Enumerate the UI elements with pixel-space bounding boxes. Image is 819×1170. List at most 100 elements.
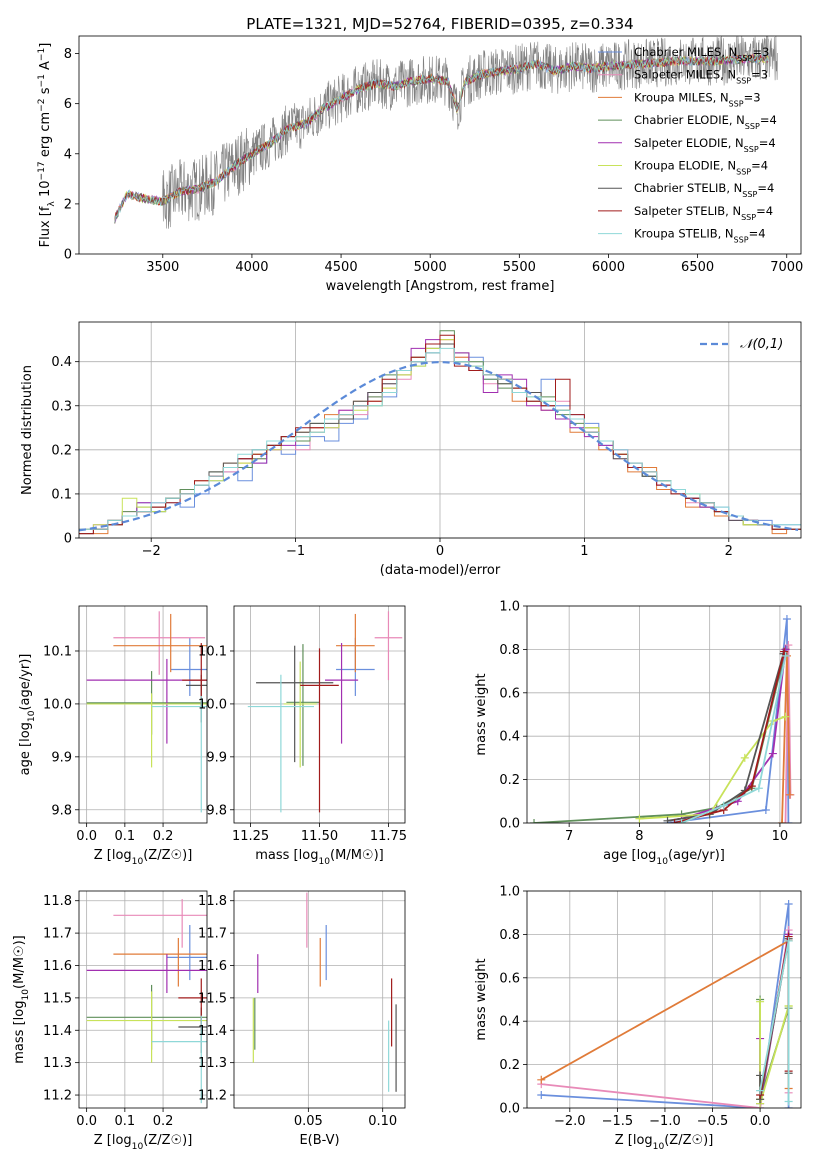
data-point-marker: [747, 782, 756, 791]
data-point-marker: [537, 1075, 546, 1084]
model-line: [114, 52, 769, 224]
x-tick-label: 3500: [146, 260, 179, 275]
y-tick-label: 9.9: [51, 750, 72, 765]
x-tick-label: 0.2: [153, 1114, 174, 1129]
data-point-marker: [740, 753, 749, 762]
errorbar-point: [86, 658, 207, 744]
plot-area: [86, 899, 207, 1104]
x-tick-label: 6500: [681, 260, 714, 275]
y-axis-label: mass weight: [474, 673, 489, 755]
y-tick-label: 11.6: [43, 959, 72, 974]
x-tick-label: 0.0: [76, 829, 97, 844]
data-point-marker: [784, 641, 793, 650]
errorbar-point: [151, 1015, 207, 1104]
series-line: [667, 653, 785, 822]
data-point-marker: [756, 997, 765, 1006]
errorbar-point: [247, 674, 314, 813]
errorbar-point: [374, 611, 403, 681]
y-tick-label: 10.0: [198, 697, 227, 712]
y-tick-label: 11.5: [198, 991, 227, 1006]
data-point-marker: [756, 1086, 765, 1095]
y-axis-label: mass weight: [474, 958, 489, 1040]
axes-frame: [526, 890, 802, 1109]
y-tick-label: 11.4: [43, 1024, 72, 1039]
y-tick-label: 11.4: [198, 1024, 227, 1039]
x-tick-label: 1: [580, 544, 588, 559]
x-tick-label: 4000: [235, 260, 268, 275]
errorbar-point: [113, 611, 206, 675]
x-tick-label: 9: [706, 829, 714, 844]
errorbar-point: [113, 613, 207, 673]
y-tick-label: 0.0: [499, 817, 520, 832]
y-tick-label: 11.7: [198, 927, 227, 942]
x-tick-label: 0.2: [153, 829, 174, 844]
y-axis-label: age [log10​(age/yr)]: [18, 654, 37, 776]
data-point-marker: [782, 615, 791, 624]
legend: Chabrier MILES, NSSP=3 Salpeter MILES, NS…: [598, 45, 777, 244]
y-tick-label: 11.8: [198, 894, 227, 909]
x-tick-label: 0.0: [750, 1114, 771, 1129]
chart-residuals: −2 −1 0 1 2 0 0.1 0.2 0.3 0.4 (data-model)/error No…: [20, 321, 802, 578]
y-tick-label: 0.4: [499, 1015, 520, 1030]
y-tick-label: 4: [64, 147, 72, 162]
y-tick-label: 11.3: [43, 1056, 72, 1071]
histogram-salpeter-stelib: [79, 334, 801, 535]
data-point-marker: [784, 936, 793, 945]
errorbar-point: [86, 954, 207, 994]
x-tick-label: 7: [565, 829, 573, 844]
y-tick-label: 11.2: [198, 1089, 227, 1104]
y-tick-label: 8: [64, 47, 72, 62]
data-point-marker: [754, 784, 763, 793]
chart-age-vs-Z: 0.0 0.1 0.2 9.8 9.9 10.0 10.1 Z [log10​(Z/Z☉)] a…: [18, 605, 208, 867]
data-point-marker: [677, 819, 686, 823]
y-tick-label: 1.0: [499, 600, 520, 615]
x-tick-label: −2.0: [554, 1114, 586, 1129]
errorbar-point: [286, 644, 320, 766]
x-tick-label: 10: [772, 829, 789, 844]
y-tick-label: 1.0: [499, 885, 520, 900]
x-tick-label: 11.25: [232, 829, 269, 844]
plot-area: [247, 611, 403, 813]
data-point-marker: [663, 816, 672, 823]
model-line: [114, 54, 769, 224]
data-point-marker: [778, 819, 787, 823]
y-tick-label: 2: [64, 197, 72, 212]
x-tick-label: 6000: [592, 260, 625, 275]
errorbar-point: [256, 645, 334, 763]
y-tick-label: 11.2: [43, 1089, 72, 1104]
series-kroupa-stelib: [756, 936, 793, 1106]
legend-label: Kroupa STELIB, NSSP=4: [634, 227, 766, 245]
legend-label: Kroupa ELODIE, NSSP=4: [634, 159, 768, 177]
chart-mass-vs-ebv: 0.05 0.10 11.2 11.3 11.4 11.5 11.6 11.7 11.8 E(B-…: [198, 890, 406, 1148]
x-tick-label: 2: [725, 544, 733, 559]
series-line: [681, 649, 787, 820]
y-tick-label: 11.3: [198, 1056, 227, 1071]
errorbar-point: [336, 613, 375, 673]
chart-age-vs-mass: 11.25 11.50 11.75 9.8 9.9 10.0 10.1 mass [log10…: [198, 605, 407, 867]
y-tick-label: 0.3: [51, 399, 72, 414]
y-tick-label: 0.8: [499, 643, 520, 658]
y-tick-label: 10.1: [43, 644, 72, 659]
legend-label: Salpeter ELODIE, NSSP=4: [634, 136, 776, 154]
x-tick-label: 8: [635, 829, 643, 844]
axes-frame: [233, 890, 406, 1109]
x-tick-label: −0.5: [697, 1114, 729, 1129]
y-tick-label: 0.6: [499, 971, 520, 986]
legend-label: Salpeter STELIB, NSSP=4: [634, 204, 773, 222]
y-tick-label: 0: [64, 532, 72, 547]
data-point-marker: [784, 819, 793, 823]
legend-label: Salpeter MILES, NSSP=3: [634, 68, 768, 86]
y-tick-label: 0.8: [499, 928, 520, 943]
x-axis-label: age [log10​(age/yr)]: [603, 848, 725, 867]
y-axis-label: mass [log10​(M/M☉)]: [12, 935, 31, 1063]
x-tick-label: −2: [142, 544, 161, 559]
x-axis-label: Z [log10​(Z/Z☉)]: [94, 1133, 193, 1152]
plot-area: [114, 36, 778, 229]
errorbar-point: [86, 991, 207, 1063]
y-tick-label: 10.0: [43, 697, 72, 712]
y-tick-label: 0.1: [51, 487, 72, 502]
data-point-marker: [781, 712, 790, 721]
x-tick-label: −1.0: [649, 1114, 681, 1129]
chart-weight-vs-age: 7 8 9 10 0.0 0.2 0.4 0.6 0.8 1.0 age [log10​(age/y…: [474, 600, 802, 867]
y-tick-label: 11.8: [43, 894, 72, 909]
